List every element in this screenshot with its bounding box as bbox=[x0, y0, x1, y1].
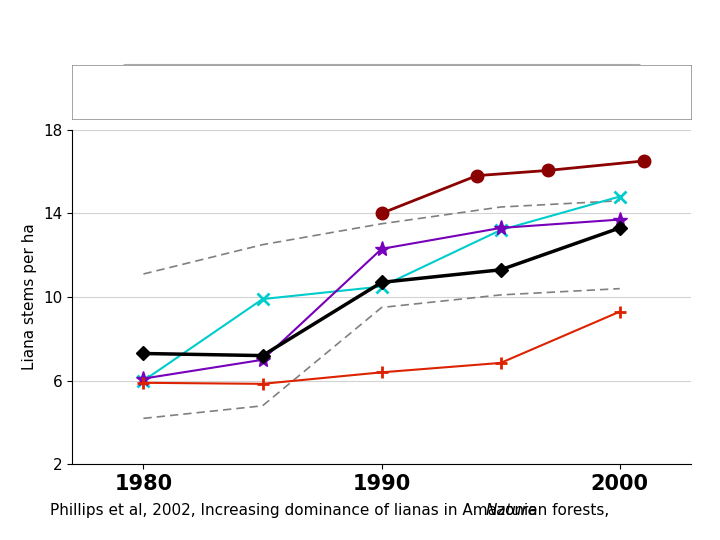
Legend: N.Peru, S.Peru, Bolivia, Ecuador, mean: N.Peru, S.Peru, Bolivia, Ecuador, mean bbox=[122, 64, 642, 97]
Y-axis label: Liana stems per ha: Liana stems per ha bbox=[22, 224, 37, 370]
Text: Phillips et al, 2002, Increasing dominance of lianas in Amazonian forests,: Phillips et al, 2002, Increasing dominan… bbox=[50, 503, 615, 518]
Text: Nature: Nature bbox=[485, 503, 537, 518]
